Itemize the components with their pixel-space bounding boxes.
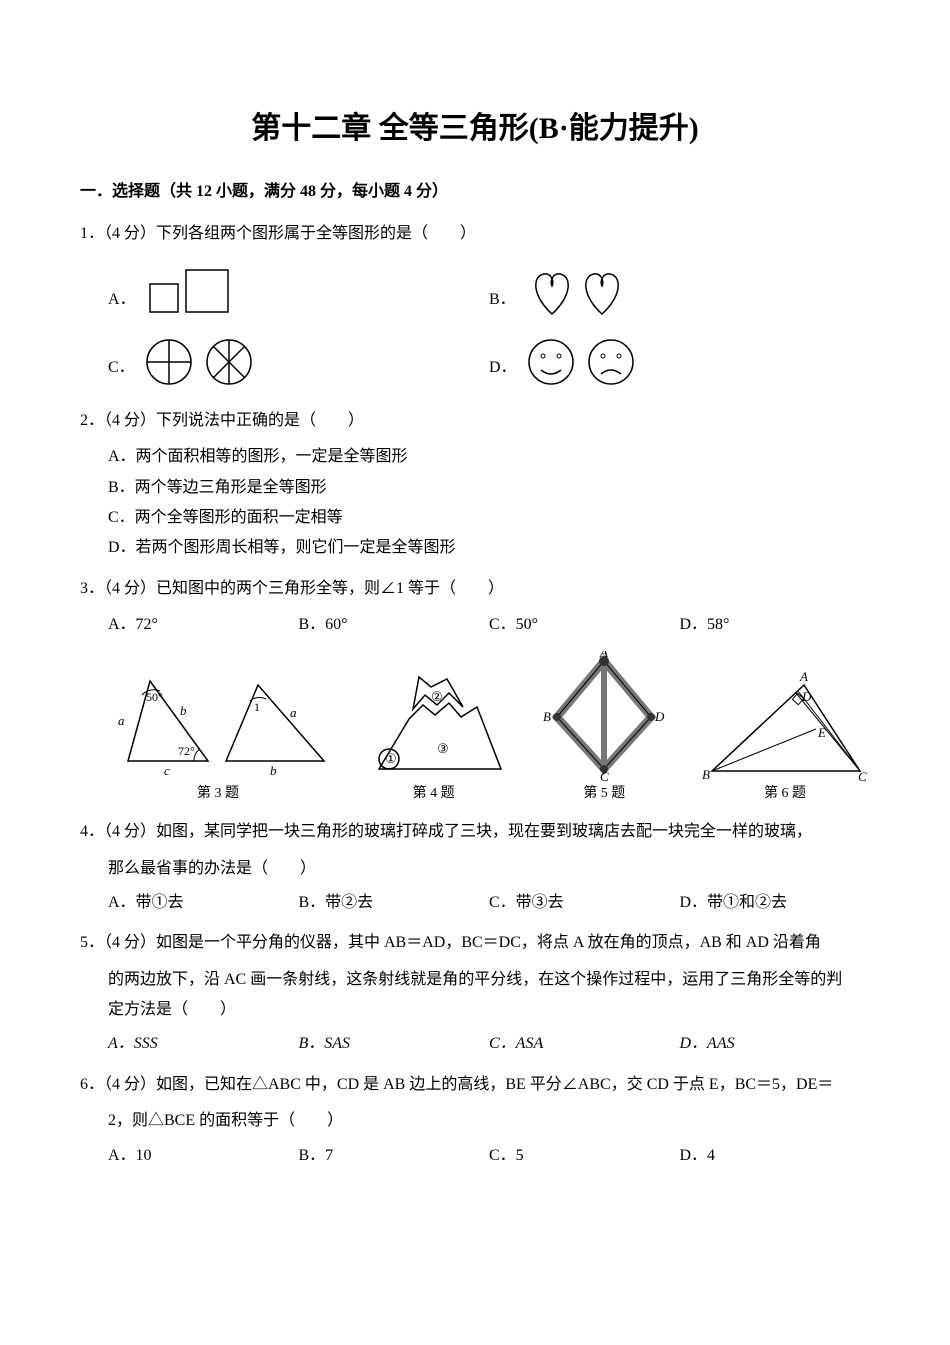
piece2-label: ② (431, 689, 443, 704)
q6-stem: 6．（4 分）如图，已知在△ABC 中，CD 是 AB 边上的高线，BE 平分∠… (80, 1070, 870, 1100)
q6-opt-b: B．7 (299, 1141, 490, 1171)
fig-q3: 50° 72° a b c 1 a b 第 3 题 (108, 661, 328, 808)
q1-stem: 1．（4 分）下列各组两个图形属于全等图形的是（ ） (80, 219, 870, 249)
q1-options: A． B． C． D． (108, 256, 870, 396)
q3-opt-c: C．50° (489, 610, 680, 640)
vA: A (599, 651, 608, 660)
section-1-header: 一．选择题（共 12 小题，满分 48 分，每小题 4 分） (80, 177, 870, 207)
q6-opt-a: A．10 (108, 1141, 299, 1171)
t6B: B (702, 767, 710, 781)
fig6-caption: 第 6 题 (700, 781, 870, 808)
fig-q4: ③ ② ① 第 4 题 (359, 661, 509, 808)
q2-opt-b: B．两个等边三角形是全等图形 (108, 473, 870, 503)
figures-row: 50° 72° a b c 1 a b 第 3 题 ③ ② ① 第 4 题 (108, 651, 870, 808)
fig5-caption: 第 5 题 (539, 781, 669, 808)
side-a2: a (290, 705, 297, 720)
q4-stem: 4．（4 分）如图，某同学把一块三角形的玻璃打碎成了三块，现在要到玻璃店去配一块… (80, 817, 870, 847)
q5-opt-a: A．SSS (108, 1029, 299, 1059)
ang72-label: 72° (178, 744, 195, 758)
circles-cross-icon (143, 334, 263, 390)
vB: B (543, 709, 551, 724)
q4-opt-d: D．带①和②去 (680, 888, 871, 918)
q4-opt-b: B．带②去 (299, 888, 490, 918)
q3-stem: 3．（4 分）已知图中的两个三角形全等，则∠1 等于（ ） (80, 574, 870, 604)
q5-stem2: 的两边放下，沿 AC 画一条射线，这条射线就是角的平分线，在这个操作过程中，运用… (108, 965, 870, 995)
q1-opt-b: B． (489, 256, 870, 328)
t6E: E (817, 725, 826, 740)
q2-opt-c: C．两个全等图形的面积一定相等 (108, 503, 870, 533)
q5-stem: 5．（4 分）如图是一个平分角的仪器，其中 AB＝AD，BC＝DC，将点 A 放… (80, 928, 870, 958)
fig-q5: A B D C 第 5 题 (539, 651, 669, 808)
q1-opt-d-label: D． (489, 353, 517, 389)
fig3-caption: 第 3 题 (108, 781, 328, 808)
q6-opt-d: D．4 (680, 1141, 871, 1171)
q2-opt-a: A．两个面积相等的图形，一定是全等图形 (108, 442, 870, 472)
q1-opt-b-label: B． (489, 285, 516, 321)
q5-opt-b: B．SAS (299, 1029, 490, 1059)
q2-stem: 2．（4 分）下列说法中正确的是（ ） (80, 406, 870, 436)
vC: C (600, 769, 609, 781)
faces-icon (525, 334, 645, 390)
triangles-q3-icon: 50° 72° a b c 1 a b (108, 661, 328, 781)
side-a1: a (118, 713, 125, 728)
q3-opt-b: B．60° (299, 610, 490, 640)
squares-icon (144, 262, 234, 322)
q6-opt-c: C．5 (489, 1141, 680, 1171)
q1-opt-c-label: C． (108, 353, 135, 389)
q1-opt-a: A． (108, 256, 489, 328)
side-c1: c (164, 763, 170, 778)
q5-options: A．SSS B．SAS C．ASA D．AAS (108, 1029, 870, 1059)
piece1-label: ① (385, 751, 397, 766)
fig4-caption: 第 4 题 (359, 781, 509, 808)
q2-options: A．两个面积相等的图形，一定是全等图形 B．两个等边三角形是全等图形 C．两个全… (108, 442, 870, 564)
q5-opt-c: C．ASA (489, 1029, 680, 1059)
q1-opt-a-label: A． (108, 285, 136, 321)
vD: D (654, 709, 665, 724)
t6A: A (799, 671, 808, 684)
q4-opt-a: A．带①去 (108, 888, 299, 918)
q5-stem3: 定方法是（ ） (108, 995, 870, 1025)
piece3-label: ③ (437, 741, 449, 756)
broken-glass-icon: ③ ② ① (359, 661, 509, 781)
rhombus-icon: A B D C (539, 651, 669, 781)
q3-opt-a: A．72° (108, 610, 299, 640)
q4-options: A．带①去 B．带②去 C．带③去 D．带①和②去 (108, 888, 870, 918)
triangle-q6-icon: A B C D E (700, 671, 870, 781)
t6C: C (858, 769, 867, 781)
q3-opt-d: D．58° (680, 610, 871, 640)
page-title: 第十二章 全等三角形(B·能力提升) (80, 100, 870, 157)
ang50-label: 50° (146, 690, 163, 704)
q3-options: A．72° B．60° C．50° D．58° (108, 610, 870, 640)
ang1-label: 1 (254, 700, 260, 714)
q1-opt-d: D． (489, 328, 870, 396)
q5-opt-d: D．AAS (680, 1029, 871, 1059)
side-b1: b (180, 703, 187, 718)
side-b2: b (270, 763, 277, 778)
q6-stem2: 2，则△BCE 的面积等于（ ） (108, 1106, 870, 1136)
fig-q6: A B C D E 第 6 题 (700, 671, 870, 808)
q1-opt-c: C． (108, 328, 489, 396)
q2-opt-d: D．若两个图形周长相等，则它们一定是全等图形 (108, 533, 870, 563)
q4-stem2: 那么最省事的办法是（ ） (108, 854, 870, 884)
hearts-icon (524, 262, 634, 322)
q6-options: A．10 B．7 C．5 D．4 (108, 1141, 870, 1171)
t6D: D (801, 689, 812, 704)
q4-opt-c: C．带③去 (489, 888, 680, 918)
